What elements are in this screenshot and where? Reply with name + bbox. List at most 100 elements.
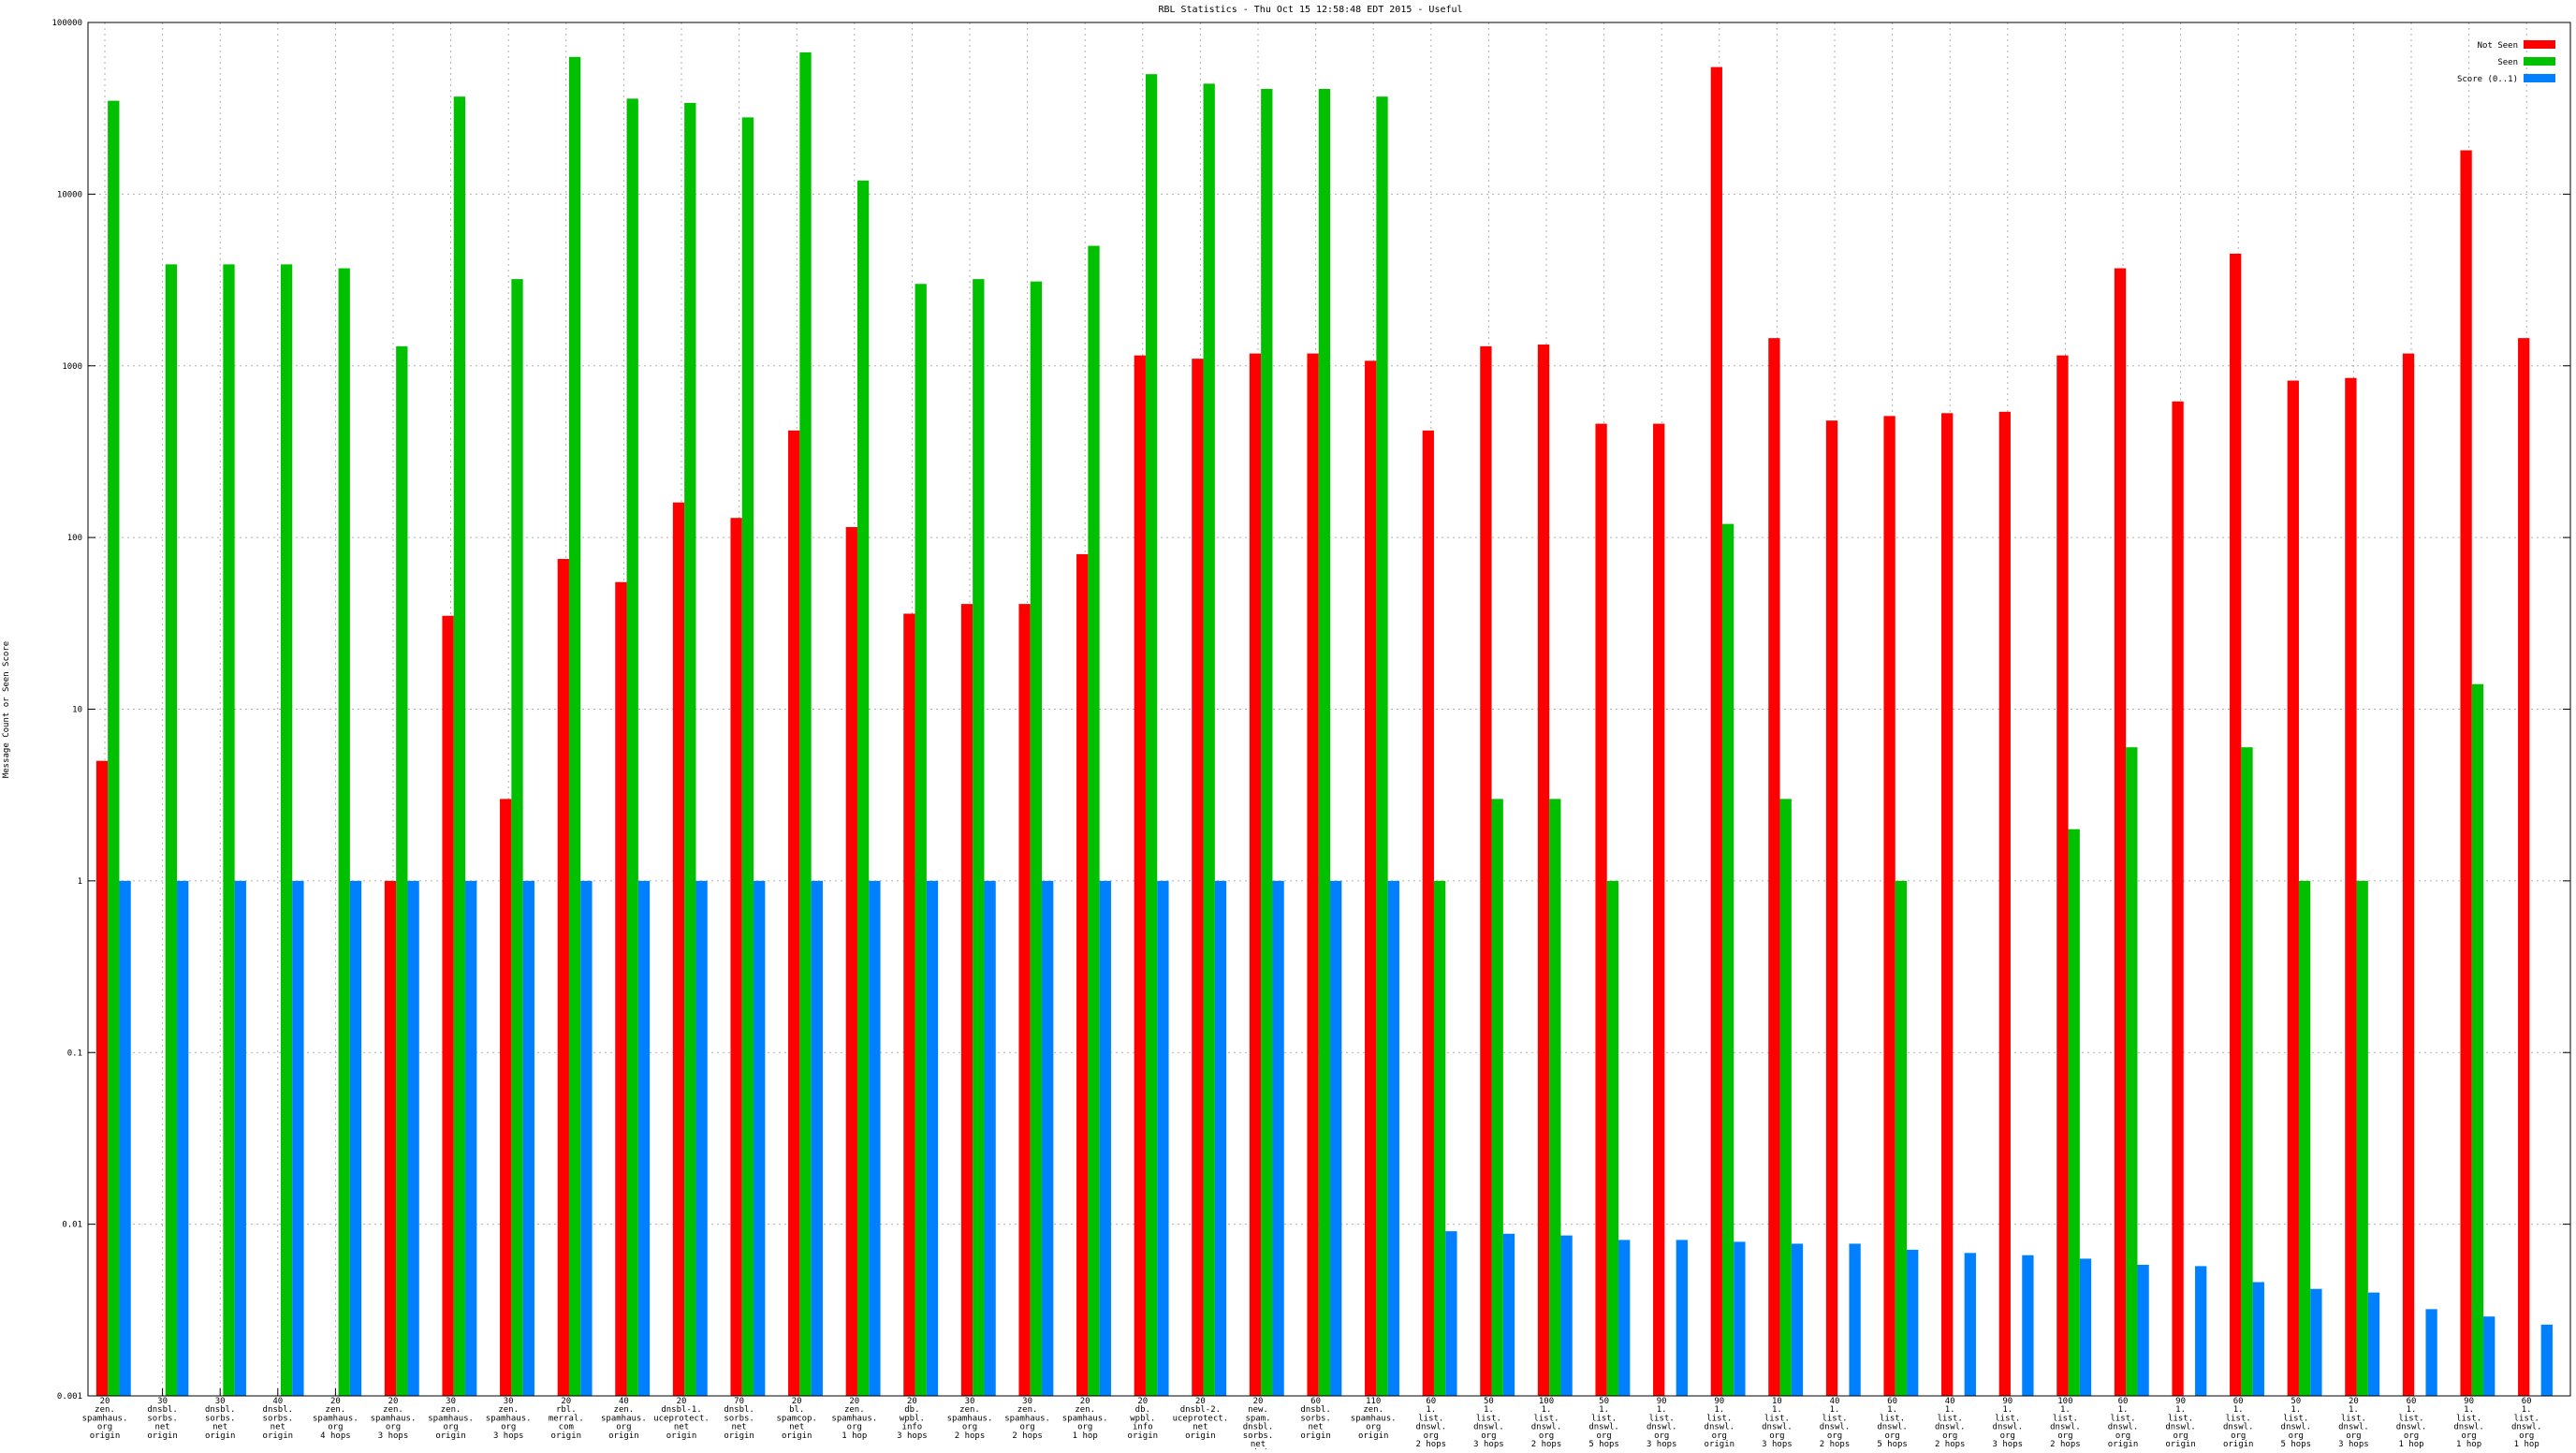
x-tick-label-line: 30 [157,1397,168,1406]
x-tick-label-line: org [1884,1431,1899,1441]
x-tick-label-line: 30 [446,1397,456,1406]
bar [1595,423,1607,1396]
x-tick-label-line: list. [1533,1414,1559,1423]
x-tick-label-line: org [1366,1423,1381,1432]
bar [741,117,754,1396]
x-tick-label-line: 1 hop [2456,1440,2481,1449]
x-tick-label-line: origin [90,1431,121,1441]
x-tick-label-line: 20 [1137,1397,1148,1406]
x-tick-label-line: dnsbl. [147,1405,178,1415]
x-tick-label-line: spamhaus. [486,1414,532,1423]
x-tick-label-line: 1. [2522,1405,2532,1415]
x-tick-label-line: dnswl. [1416,1423,1447,1432]
bar [1502,1233,1515,1396]
bar [292,880,304,1396]
x-tick-label: 50 1. list. dnswl. org 5 hops [2281,1397,2312,1449]
x-tick-label-line: org [1019,1423,1034,1432]
bar [903,613,915,1396]
x-tick-label: 10 1. list. dnswl. org 3 hops [1762,1397,1793,1449]
x-tick-label-line: info [1133,1423,1153,1432]
bar [2137,1265,2149,1396]
x-tick-label-line: 2 hops [1416,1440,1447,1449]
x-tick-label-line: sorbs. [205,1414,236,1423]
bar [1883,416,1895,1397]
bar [2241,747,2253,1396]
bar [788,430,800,1396]
x-tick-label-line: 90 [1714,1397,1724,1406]
x-tick-label-line: org [1654,1431,1669,1441]
x-tick-label-line: dnsbl. [724,1405,754,1415]
x-tick-label-line: spamhaus. [371,1414,417,1423]
x-tick-label-line: list. [2110,1414,2135,1423]
x-tick-label-line: zen. [1075,1405,1095,1415]
x-tick-label-line: dnsbl. [205,1405,236,1415]
x-tick-label-line: spamhaus. [1351,1414,1397,1423]
y-tick-label: 10000 [57,190,82,199]
bar [672,502,685,1396]
x-tick-label-line: spamhaus. [601,1414,647,1423]
x-tick-label-line: dnswl. [1993,1423,2024,1432]
x-tick-label-line: dnswl. [2453,1423,2484,1432]
x-tick-label-line: org [1077,1423,1092,1432]
x-tick-label-line: dnswl. [1473,1423,1504,1432]
x-tick-label: 20 zen. spamhaus. org 4 hops [313,1397,359,1441]
x-tick-label-line: dnsbl. [1243,1423,1274,1432]
x-tick-label-line: org [97,1423,112,1432]
x-tick-label-line: 90 [2464,1397,2474,1406]
x-tick-label-line: dnswl. [1935,1423,1966,1432]
bar [1606,880,1619,1396]
x-tick-label-line: sorbs. [263,1414,294,1423]
bar [396,345,408,1396]
bar [2298,880,2311,1396]
x-tick-label-line: dnswl. [1820,1423,1851,1432]
x-tick-label-line: 1. [2175,1405,2186,1415]
bar [2356,880,2368,1396]
x-tick-label: 60 1. list. dnswl. org 2 hops [1416,1397,1447,1449]
bar [1849,1243,1861,1396]
x-tick-label: 30 dnsbl. sorbs. net origin [205,1397,236,1441]
bar [407,880,419,1396]
x-tick-label-line: 20 [330,1397,341,1406]
bar [1653,423,1665,1396]
x-tick-label-line: dnswl. [2050,1423,2081,1432]
bar [754,880,766,1396]
x-tick-label-line: sorbs. [1300,1414,1331,1423]
x-tick-label-line: 3 hops [2338,1440,2369,1449]
bar [1710,66,1722,1397]
x-tick-label-line: 2 hops [1012,1431,1043,1441]
x-tick-label-line: list. [2398,1414,2423,1423]
x-tick-label-line: 70 [734,1397,744,1406]
x-tick-label-line: 5 hops [2281,1440,2312,1449]
x-tick-label-line: 1. [1830,1405,1840,1415]
bar [845,526,857,1396]
x-tick-label-line: spamhaus. [1004,1414,1050,1423]
bar [1030,281,1043,1397]
x-tick-label: 20 db. wpbl. info origin [1128,1397,1159,1441]
x-tick-label-line: db. [1135,1405,1150,1415]
x-tick-label-line: com [559,1423,574,1432]
bar [223,264,235,1396]
x-tick-label-line: dnswl. [1531,1423,1562,1432]
bar [695,880,708,1396]
bar [1376,96,1388,1396]
bar [557,559,569,1396]
x-tick-label-line: sorbs. [724,1414,754,1423]
x-tick-label-line: 30 [1022,1397,1032,1406]
bar [108,100,120,1396]
x-tick-label-line: zen. [614,1405,635,1415]
y-tick-label: 0.1 [67,1049,82,1058]
x-tick-label: 30 zen. spamhaus. org 3 hops [486,1397,532,1441]
x-tick-label-line: org [1424,1431,1439,1441]
bar [2068,829,2080,1396]
x-tick-label-line: 1. [1887,1405,1897,1415]
bar [2114,268,2127,1396]
bar [1537,345,1550,1396]
x-tick-label-line: net [212,1423,227,1432]
x-tick-label-line: org [1712,1431,1727,1441]
x-tick-label-line: zen. [959,1405,980,1415]
x-tick-label-line: 90 [2002,1397,2012,1406]
x-tick-label-line: 3 hops [1762,1440,1793,1449]
x-tick-label: 20 dnsbl-1. uceprotect. net origin [653,1397,710,1441]
x-tick-label-line: dnswl. [1762,1423,1793,1432]
bar [1157,880,1169,1396]
